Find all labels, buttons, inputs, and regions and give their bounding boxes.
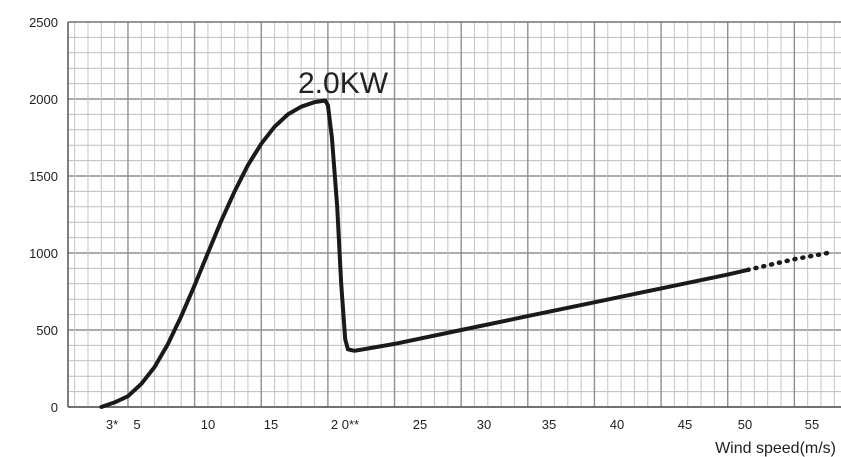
chart-grid <box>67 21 841 408</box>
y-tick-label: 2000 <box>29 92 58 107</box>
x-tick-label: 3* <box>106 417 118 432</box>
axis-ticks: 0 500 1000 1500 2000 2500 3* 5 10 15 2 0** 25 30 35 40… <box>29 15 819 432</box>
y-tick-label: 2500 <box>29 15 58 30</box>
power-curve-line <box>99 98 750 409</box>
y-tick-label: 0 <box>51 400 58 415</box>
x-tick-label: 5 <box>133 417 140 432</box>
x-tick-label: 15 <box>264 417 278 432</box>
power-curve-extrapolated <box>745 250 830 273</box>
y-tick-label: 500 <box>36 323 58 338</box>
x-tick-label: 10 <box>201 417 215 432</box>
x-tick-label: 25 <box>413 417 427 432</box>
x-tick-label: 45 <box>678 417 692 432</box>
chart-series <box>99 98 830 409</box>
x-tick-label: 40 <box>610 417 624 432</box>
x-tick-label: 2 0** <box>331 417 359 432</box>
x-tick-label: 55 <box>805 417 819 432</box>
y-tick-label: 1000 <box>29 246 58 261</box>
x-tick-label: 30 <box>477 417 491 432</box>
peak-annotation: 2.0KW <box>298 67 389 100</box>
x-tick-label: 50 <box>738 417 752 432</box>
y-tick-label: 1500 <box>29 169 58 184</box>
x-tick-label: 35 <box>542 417 556 432</box>
x-axis-label: Wind speed(m/s) <box>715 440 836 457</box>
